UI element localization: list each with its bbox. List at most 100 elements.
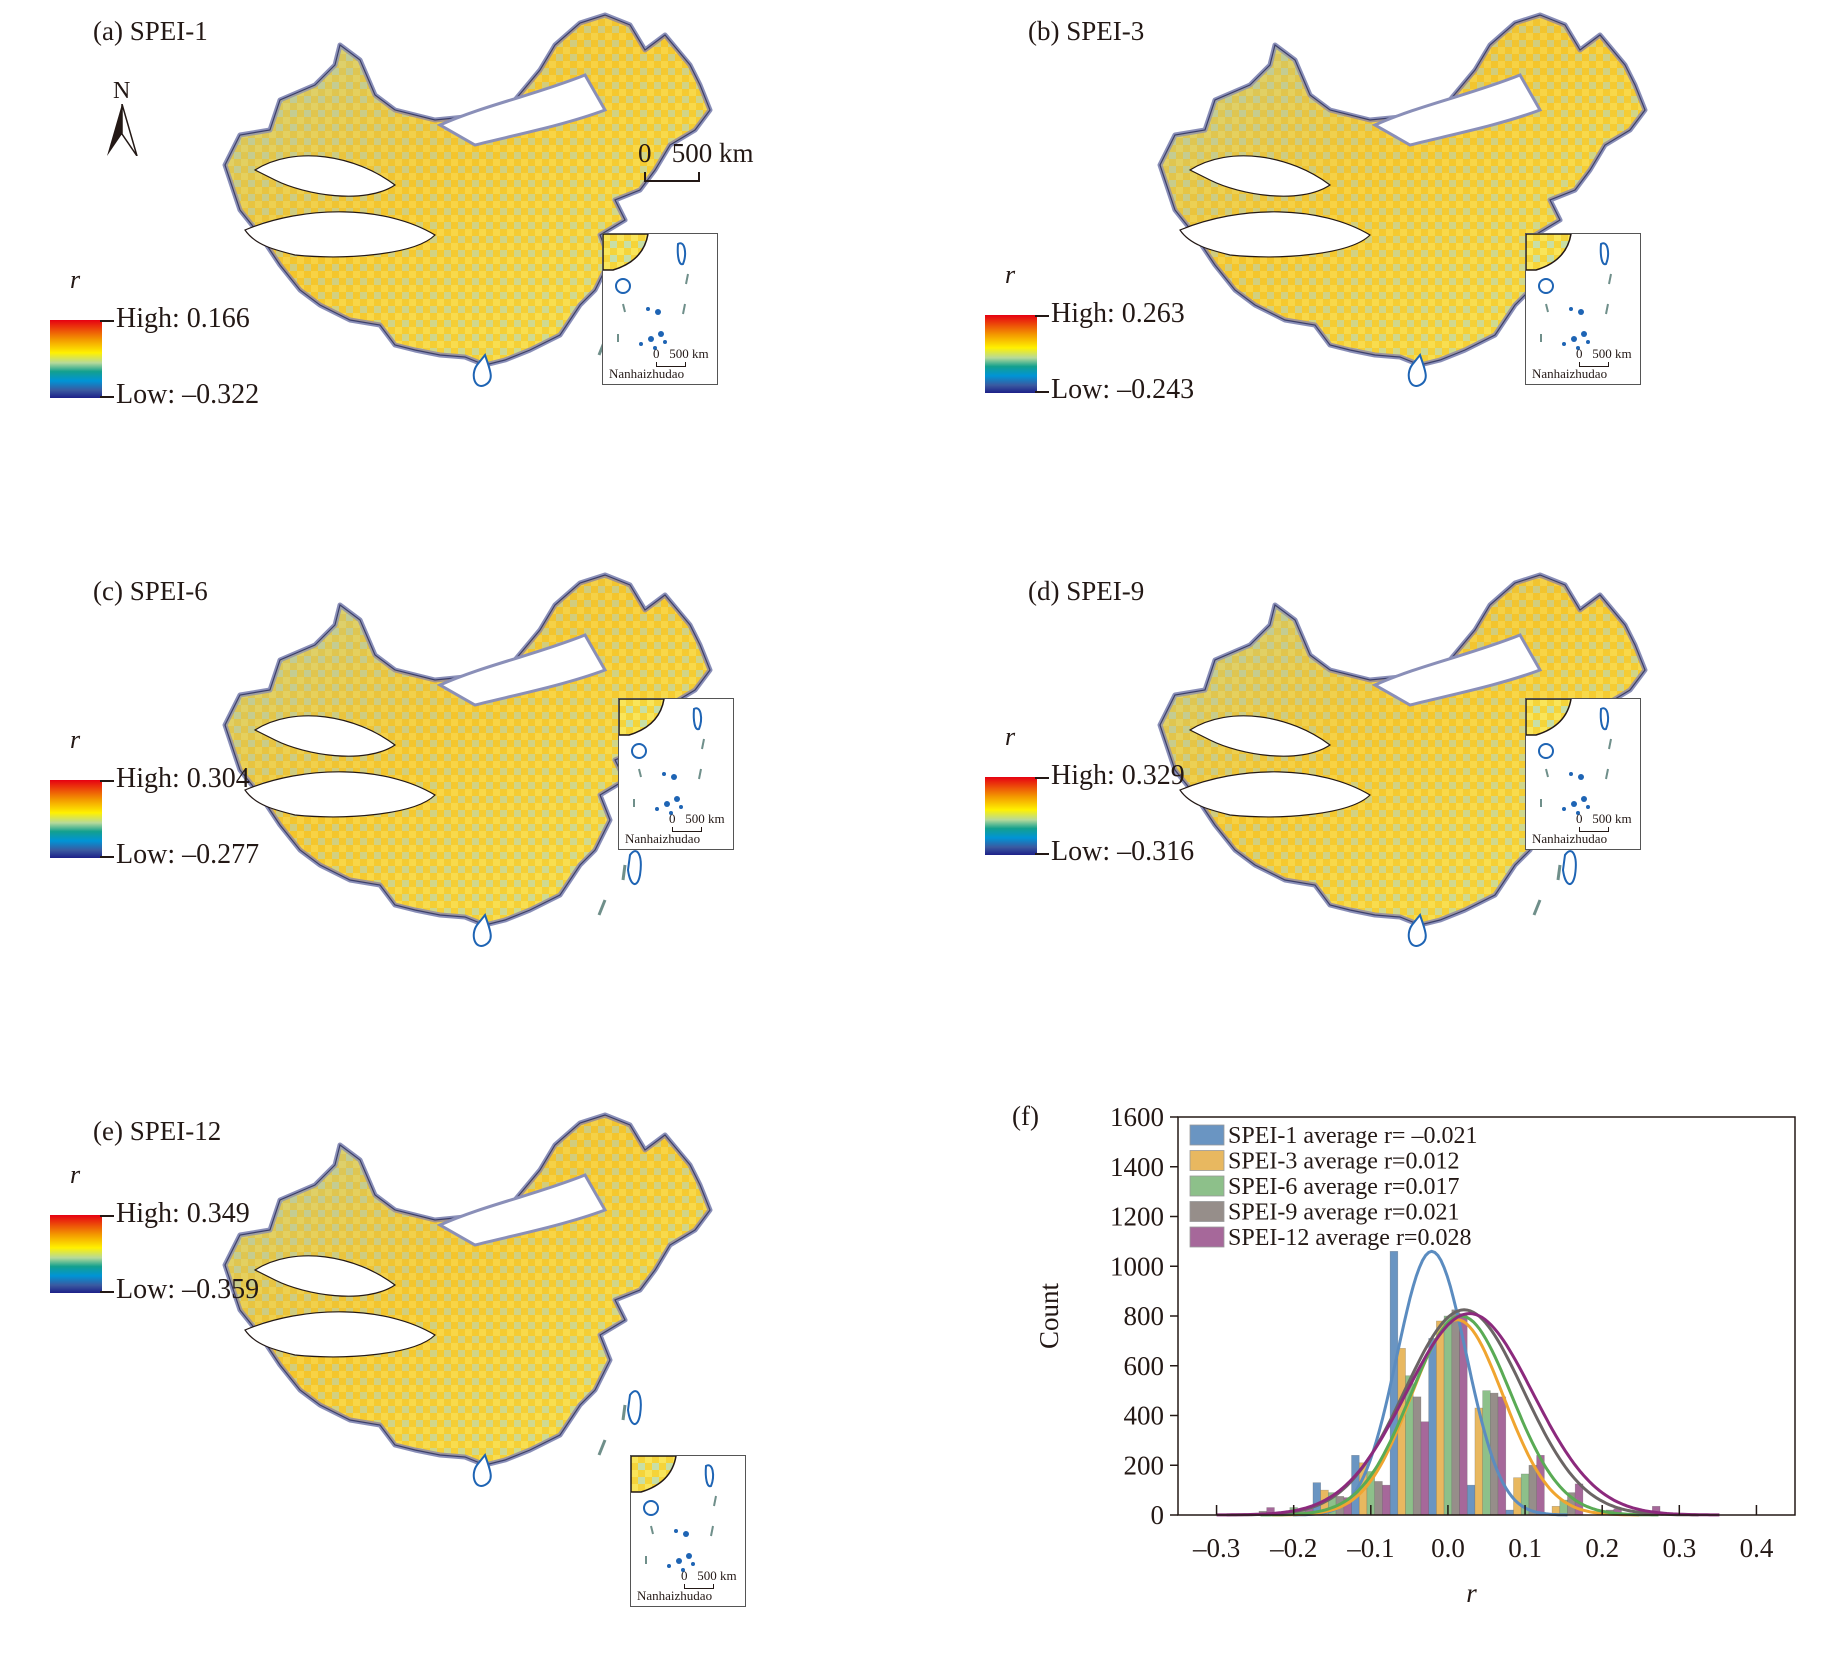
inset-scale-bar: 0 500 km xyxy=(1576,346,1632,361)
fit-curve xyxy=(1216,1311,1720,1517)
color-legend: r High: 0.329 Low: –0.316 xyxy=(985,722,1245,867)
color-legend: r High: 0.304 Low: –0.277 xyxy=(50,725,310,870)
x-tick-label: 0.1 xyxy=(1508,1533,1542,1563)
inset-name: Nanhaizhudao xyxy=(1532,366,1608,381)
legend-swatch xyxy=(1189,1150,1225,1171)
legend-swatch xyxy=(1189,1124,1225,1146)
inset-scale-line xyxy=(656,362,686,367)
y-tick-label: 600 xyxy=(1124,1351,1165,1381)
map-title: (b) SPEI-3 xyxy=(1028,16,1145,46)
x-axis-label: r xyxy=(1466,1578,1477,1608)
nanhai-inset: 0 500 km Nanhaizhudao xyxy=(630,1455,746,1607)
legend-low: Low: –0.322 xyxy=(116,379,260,410)
histogram-bar xyxy=(1466,1484,1476,1516)
x-tick-label: –0.2 xyxy=(1269,1533,1317,1563)
histogram-bar xyxy=(1497,1396,1507,1516)
x-tick-label: 0.4 xyxy=(1740,1533,1774,1563)
histogram-bar xyxy=(1436,1320,1445,1516)
scale-bar-label: 0 500 km xyxy=(638,138,754,168)
y-tick-label: 1000 xyxy=(1110,1251,1164,1281)
legend-tick-low xyxy=(100,856,114,858)
map-title: (e) SPEI-12 xyxy=(93,1116,222,1146)
legend-label: SPEI-3 average r=0.012 xyxy=(1228,1149,1459,1175)
color-legend: r High: 0.263 Low: –0.243 xyxy=(985,260,1245,405)
nanhai-inset: 0 500 km Nanhaizhudao xyxy=(1525,698,1641,850)
legend-swatch xyxy=(1189,1175,1225,1197)
x-tick-label: –0.1 xyxy=(1346,1533,1394,1563)
color-ramp xyxy=(985,777,1037,855)
inset-map xyxy=(603,234,689,350)
histogram-bar xyxy=(1374,1481,1383,1516)
color-ramp xyxy=(50,780,102,858)
inset-scale-bar: 0 500 km xyxy=(681,1568,737,1583)
histogram-bar xyxy=(1420,1421,1429,1516)
map-panel: (c) SPEI-6 0 500 km Nanhaizhudao r High:… xyxy=(50,560,865,1040)
inset-scale-line xyxy=(1579,827,1609,832)
inset-scale-line xyxy=(684,1584,714,1589)
color-legend: r High: 0.166 Low: –0.322 xyxy=(50,265,310,410)
color-ramp xyxy=(50,1215,102,1293)
inset-map xyxy=(631,1456,717,1572)
legend-label: SPEI-1 average r= –0.021 xyxy=(1228,1123,1477,1149)
inset-scale-bar: 0 500 km xyxy=(653,346,709,361)
histogram-bar xyxy=(1397,1348,1406,1516)
map-panel: (d) SPEI-9 0 500 km Nanhaizhudao r High:… xyxy=(985,560,1800,1040)
legend-high: High: 0.166 xyxy=(116,303,250,334)
north-arrow-icon xyxy=(107,104,138,156)
map-panel: (b) SPEI-3 0 500 km Nanhaizhudao r High:… xyxy=(985,0,1800,480)
north-label: N xyxy=(113,78,131,104)
histogram-chart: –0.3 –0.2 –0.1 0.0 0.1 0.2 0.3 0.4 0 200 400 600 800… xyxy=(1012,1101,1796,1608)
legend-tick-low xyxy=(100,396,114,398)
legend-swatch xyxy=(1189,1201,1225,1222)
legend-swatch xyxy=(1189,1226,1225,1248)
legend-label: SPEI-12 average r=0.028 xyxy=(1228,1225,1471,1251)
legend-symbol: r xyxy=(70,265,81,294)
scale-bar: 0 500 km xyxy=(638,138,754,182)
legend-low: Low: –0.243 xyxy=(1051,374,1195,405)
legend-tick-high xyxy=(100,780,114,782)
color-ramp xyxy=(985,315,1037,393)
inset-name: Nanhaizhudao xyxy=(637,1588,713,1603)
histogram-bar xyxy=(1443,1315,1453,1516)
y-tick-label: 200 xyxy=(1124,1450,1165,1480)
map-panel: (e) SPEI-12 0 500 km Nanhaizhudao r High… xyxy=(50,1100,865,1607)
map-panel: (a) SPEI-1 N 0 500 km 0 500 km Nanhaizhu… xyxy=(50,0,865,480)
inset-name: Nanhaizhudao xyxy=(625,831,701,846)
histogram-bar xyxy=(1528,1464,1537,1516)
north-arrow: N xyxy=(105,78,145,158)
y-tick-label: 1400 xyxy=(1110,1152,1164,1182)
map-title: (a) SPEI-1 xyxy=(93,16,208,46)
inset-map xyxy=(1526,699,1612,815)
inset-scale-line xyxy=(1579,362,1609,367)
legend-tick-high xyxy=(1035,777,1049,779)
inset-map xyxy=(1526,234,1612,350)
inset-scale-bar: 0 500 km xyxy=(669,811,725,826)
nanhai-inset: 0 500 km Nanhaizhudao xyxy=(618,698,734,850)
histogram-bar xyxy=(1428,1338,1437,1516)
inset-scale-bar: 0 500 km xyxy=(1576,811,1632,826)
legend-symbol: r xyxy=(70,725,81,754)
scale-bar-line xyxy=(644,172,700,182)
legend-tick-high xyxy=(1035,315,1049,317)
legend-tick-low xyxy=(1035,391,1049,393)
x-tick-label: –0.3 xyxy=(1192,1533,1240,1563)
chart-title: (f) xyxy=(1012,1101,1039,1131)
x-tick-label: 0.0 xyxy=(1431,1533,1465,1563)
legend-low: Low: –0.277 xyxy=(116,839,260,870)
x-tick-label: 0.2 xyxy=(1585,1533,1619,1563)
inset-scale-line xyxy=(672,827,702,832)
legend-symbol: r xyxy=(1005,722,1016,751)
y-tick-label: 800 xyxy=(1124,1301,1165,1331)
legend-high: High: 0.349 xyxy=(116,1198,250,1229)
map-title: (d) SPEI-9 xyxy=(1028,576,1145,606)
legend-low: Low: –0.359 xyxy=(116,1274,260,1305)
histogram-bar xyxy=(1412,1396,1422,1516)
legend-tick-low xyxy=(1035,853,1049,855)
legend-low: Low: –0.316 xyxy=(1051,836,1195,867)
x-tick-label: 0.3 xyxy=(1662,1533,1696,1563)
legend-label: SPEI-6 average r=0.017 xyxy=(1228,1174,1459,1200)
map-title: (c) SPEI-6 xyxy=(93,576,208,606)
histogram-panel: –0.3 –0.2 –0.1 0.0 0.1 0.2 0.3 0.4 0 200 400 600 800… xyxy=(1010,1095,1820,1670)
histogram-bar xyxy=(1382,1484,1391,1516)
legend-high: High: 0.263 xyxy=(1051,298,1185,329)
